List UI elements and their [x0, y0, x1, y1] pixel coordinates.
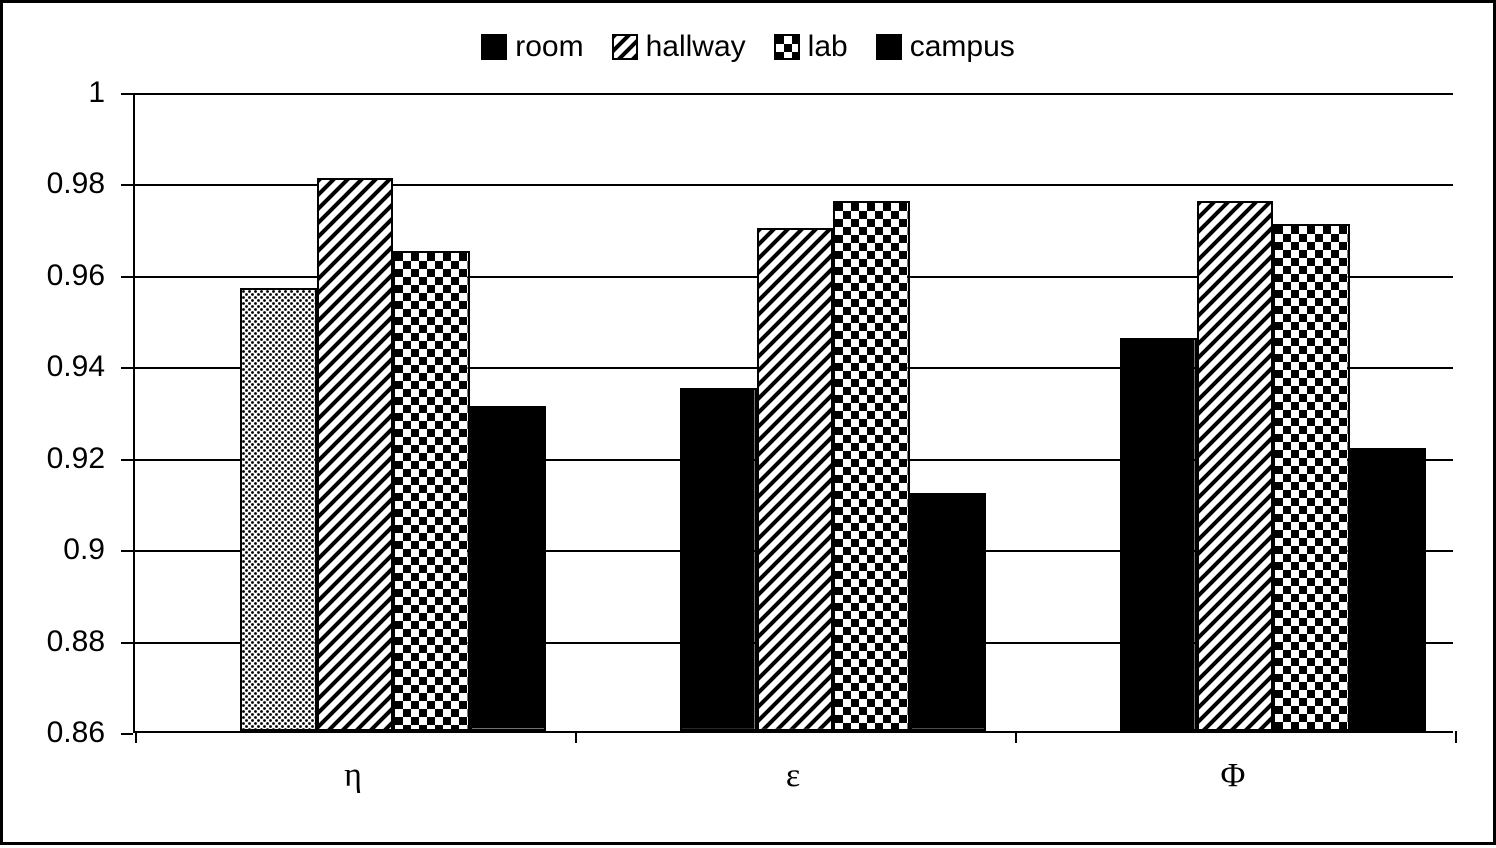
bar-Φ-room — [1120, 338, 1197, 731]
y-tick — [121, 367, 133, 369]
x-label: Φ — [1221, 757, 1246, 795]
y-tick-label: 1 — [88, 76, 105, 110]
y-tick-label: 0.92 — [47, 442, 105, 476]
x-tick — [1455, 731, 1457, 743]
y-axis-labels: 0.860.880.90.920.940.960.981 — [3, 93, 119, 733]
x-tick — [575, 731, 577, 743]
bar-η-hallway — [317, 178, 394, 731]
y-tick — [121, 642, 133, 644]
bar-Φ-campus — [1350, 448, 1427, 731]
y-tick — [121, 276, 133, 278]
plot-area — [133, 93, 1453, 733]
bar-Φ-lab — [1273, 224, 1350, 731]
y-tick-label: 0.9 — [63, 533, 105, 567]
gridline — [135, 93, 1453, 95]
y-tick-label: 0.96 — [47, 259, 105, 293]
bar-ε-room — [680, 388, 757, 731]
bar-Φ-hallway — [1197, 201, 1274, 731]
y-tick-label: 0.94 — [47, 350, 105, 384]
x-label: η — [344, 757, 362, 795]
bar-ε-hallway — [757, 228, 834, 731]
bar-ε-lab — [833, 201, 910, 731]
x-label: ε — [786, 757, 800, 795]
y-tick-label: 0.88 — [47, 625, 105, 659]
y-tick-label: 0.98 — [47, 167, 105, 201]
y-tick — [121, 93, 133, 95]
chart-frame: roomhallwaylabcampus 0.860.880.90.920.94… — [0, 0, 1496, 845]
bar-η-campus — [470, 406, 547, 731]
y-tick — [121, 459, 133, 461]
y-tick — [121, 184, 133, 186]
y-tick — [121, 733, 133, 735]
bar-η-room — [240, 288, 317, 731]
x-tick — [1015, 731, 1017, 743]
y-tick-label: 0.86 — [47, 716, 105, 750]
y-tick — [121, 550, 133, 552]
plot-outer: 0.86 0.88 0.9 0.92 0.94 0.96 0.98 1 η ε Φ — [3, 3, 1496, 848]
bar-η-lab — [393, 251, 470, 731]
x-tick — [135, 731, 137, 743]
bar-ε-campus — [910, 493, 987, 731]
